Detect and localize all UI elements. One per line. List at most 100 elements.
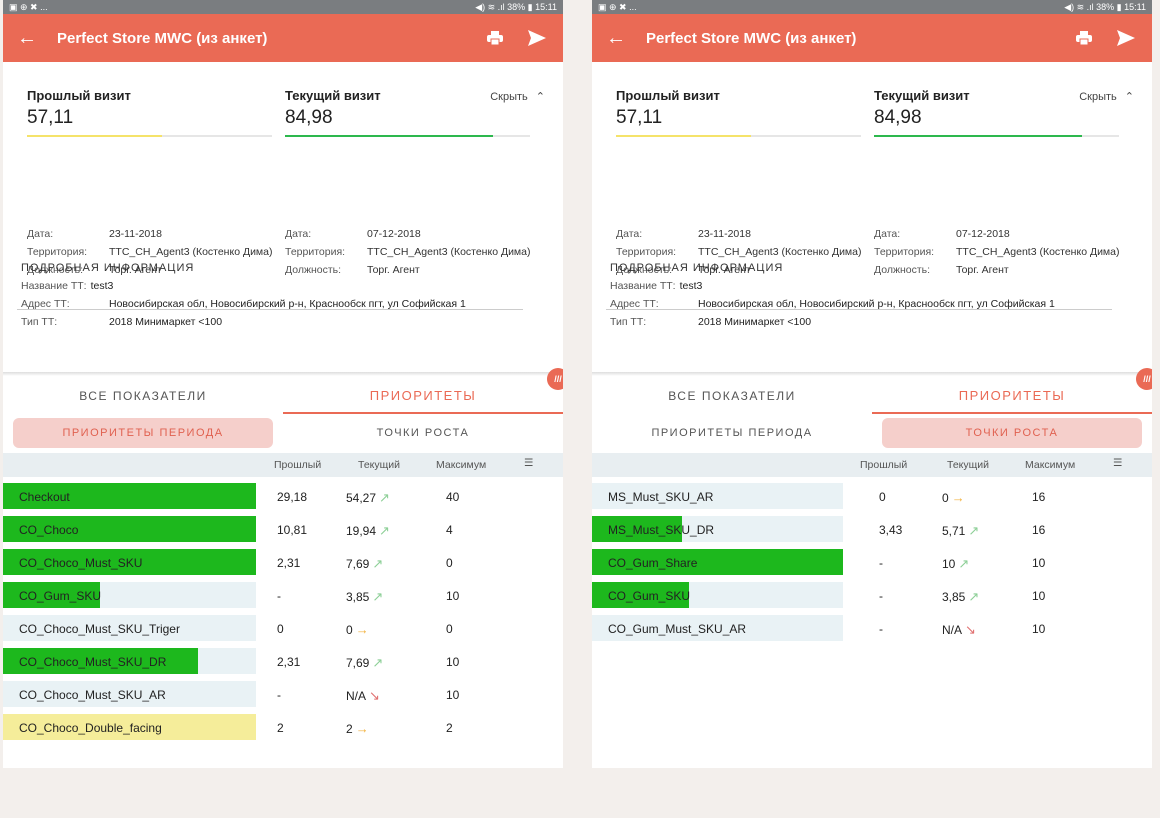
table-row[interactable]: CO_Choco_Must_SKU_DR 2,31 7,69 ↗ 10: [3, 648, 563, 681]
detail-value: 23-11-2018: [109, 228, 162, 240]
table-row[interactable]: CO_Gum_SKU - 3,85 ↗ 10: [3, 582, 563, 615]
back-arrow-icon[interactable]: ←: [606, 26, 626, 49]
sort-icon[interactable]: ☰: [1113, 457, 1123, 469]
print-icon[interactable]: [1072, 26, 1096, 50]
row-cur-cell: 7,69 ↗: [346, 655, 383, 671]
row-name: CO_Gum_SKU: [608, 589, 691, 603]
trend-flat-icon: →: [355, 721, 369, 736]
detail-value: Торг. Агент: [367, 264, 420, 276]
col-prev-header: Прошлый: [274, 459, 322, 471]
previous-visit-bar: [616, 135, 861, 137]
table-body: Checkout 29,18 54,27 ↗ 40 CO_Choco 10,81 19,94 ↗…: [3, 483, 563, 747]
store-name-row: Название ТТ: test3: [21, 280, 541, 292]
row-progress-bar: [592, 549, 843, 575]
row-cur-cell: N/A ↘: [942, 622, 976, 638]
section-shadow: [592, 372, 1152, 376]
row-cur-value: 7,69: [346, 656, 370, 670]
row-max-value: 40: [446, 490, 460, 504]
back-arrow-icon[interactable]: ←: [17, 26, 37, 49]
detail-label: Должность:: [27, 264, 84, 276]
store-address-label: Адрес ТТ:: [610, 298, 659, 310]
trend-up-icon: ↗: [379, 490, 390, 505]
row-progress-bar: [3, 714, 256, 740]
previous-visit: Прошлый визит 57,11: [27, 88, 277, 137]
row-max-value: 10: [446, 589, 460, 603]
tab-priorities[interactable]: ПРИОРИТЕТЫ: [283, 378, 563, 414]
row-name-cell: CO_Choco_Must_SKU_AR: [3, 681, 256, 707]
tab-all-indicators[interactable]: ВСЕ ПОКАЗАТЕЛИ: [79, 389, 207, 403]
app-title: Perfect Store MWC (из анкет): [646, 29, 857, 47]
sort-icon[interactable]: ☰: [524, 457, 534, 469]
current-visit-heading: Текущий визит: [874, 88, 970, 103]
row-name: Checkout: [19, 490, 70, 504]
row-prev-value: -: [277, 688, 281, 702]
detail-label: Дата:: [616, 228, 643, 240]
row-name-cell: CO_Choco_Must_SKU: [3, 549, 256, 575]
table-row[interactable]: MS_Must_SKU_DR 3,43 5,71 ↗ 16: [592, 516, 1152, 549]
detail-label: Территория:: [285, 246, 346, 258]
hide-button[interactable]: Скрыть ⌃: [1079, 90, 1134, 104]
table-row[interactable]: CO_Choco_Must_SKU 2,31 7,69 ↗ 0: [3, 549, 563, 582]
detail-label: Дата:: [27, 228, 54, 240]
row-prev-value: 29,18: [277, 490, 308, 504]
current-visit-bar: [874, 135, 1119, 137]
hide-label: Скрыть: [1079, 90, 1117, 103]
current-visit-bar: [285, 135, 530, 137]
tab-all-indicators[interactable]: ВСЕ ПОКАЗАТЕЛИ: [668, 389, 796, 403]
store-type-value: 2018 Минимаркет <100: [109, 316, 223, 328]
status-bar: ▣ ⊕ ✖ ... ◀) ≋ .ıl 38% ▮ 15:11: [592, 0, 1152, 14]
row-prev-value: 3,43: [879, 523, 903, 537]
table-row[interactable]: CO_Gum_Must_SKU_AR - N/A ↘ 10: [592, 615, 1152, 648]
table-row[interactable]: CO_Choco_Must_SKU_Triger 0 0 → 0: [3, 615, 563, 648]
row-prev-value: -: [879, 589, 883, 603]
send-icon[interactable]: [1114, 26, 1138, 50]
detail-value: 07-12-2018: [367, 228, 421, 240]
row-cur-cell: 54,27 ↗: [346, 490, 390, 506]
detail-value: 23-11-2018: [698, 228, 751, 240]
scroll-handle-icon[interactable]: ///: [1136, 368, 1152, 390]
previous-visit-details: Дата: 23-11-2018 Территория: TTC_CH_Agent3…: [616, 222, 866, 276]
table-row[interactable]: Checkout 29,18 54,27 ↗ 40: [3, 483, 563, 516]
row-cur-value: N/A: [942, 623, 963, 637]
previous-visit-details: Дата: 23-11-2018 Территория: TTC_CH_Agent3…: [27, 222, 277, 276]
detail-row: Дата: 23-11-2018: [616, 228, 866, 240]
row-cur-cell: 2 →: [346, 721, 369, 736]
visits-summary: Прошлый визит 57,11 Текущий визит 84,98 …: [592, 62, 1152, 310]
row-name-cell: CO_Choco_Double_facing: [3, 714, 256, 740]
trend-up-icon: ↗: [372, 589, 384, 604]
subtab-growth-points[interactable]: ТОЧКИ РОСТА: [882, 418, 1142, 448]
current-visit-details: Дата: 07-12-2018 Территория: TTC_CH_Agent3…: [874, 222, 1124, 276]
detail-label: Должность:: [616, 264, 673, 276]
table-row[interactable]: CO_Choco 10,81 19,94 ↗ 4: [3, 516, 563, 549]
row-cur-value: 3,85: [942, 590, 966, 604]
current-visit-score: 84,98: [285, 107, 333, 128]
detail-value: 07-12-2018: [956, 228, 1010, 240]
table-row[interactable]: CO_Choco_Double_facing 2 2 → 2: [3, 714, 563, 747]
visits-summary: Прошлый визит 57,11 Текущий визит 84,98 …: [3, 62, 563, 310]
table-row[interactable]: CO_Choco_Must_SKU_AR - N/A ↘ 10: [3, 681, 563, 714]
subtab-period-priorities[interactable]: ПРИОРИТЕТЫ ПЕРИОДА: [651, 427, 813, 439]
row-cur-value: 19,94: [346, 524, 377, 538]
row-max-value: 16: [1032, 490, 1046, 504]
current-visit-bar-fill: [285, 135, 494, 137]
row-prev-value: 2,31: [277, 556, 301, 570]
row-progress-bar: [592, 516, 682, 542]
row-prev-value: 10,81: [277, 523, 308, 537]
send-icon[interactable]: [525, 26, 549, 50]
row-name: CO_Choco_Must_SKU_AR: [19, 688, 166, 702]
previous-visit-heading: Прошлый визит: [27, 88, 131, 103]
subtab-period-priorities[interactable]: ПРИОРИТЕТЫ ПЕРИОДА: [13, 418, 273, 448]
status-left: ▣ ⊕ ✖ ...: [598, 1, 637, 12]
subtab-growth-points[interactable]: ТОЧКИ РОСТА: [376, 427, 470, 439]
row-name-cell: CO_Choco_Must_SKU_Triger: [3, 615, 256, 641]
table-row[interactable]: CO_Gum_SKU - 3,85 ↗ 10: [592, 582, 1152, 615]
table-row[interactable]: CO_Gum_Share -10 ↗ 10: [592, 549, 1152, 582]
row-cur-cell: 5,71 ↗: [942, 523, 979, 539]
app-bar: ← Perfect Store MWC (из анкет): [592, 14, 1152, 62]
print-icon[interactable]: [483, 26, 507, 50]
tab-priorities[interactable]: ПРИОРИТЕТЫ: [872, 378, 1152, 414]
scroll-handle-icon[interactable]: ///: [547, 368, 563, 390]
hide-button[interactable]: Скрыть ⌃: [490, 90, 545, 104]
table-row[interactable]: MS_Must_SKU_AR 0 0 → 16: [592, 483, 1152, 516]
trend-up-icon: ↗: [968, 523, 980, 538]
